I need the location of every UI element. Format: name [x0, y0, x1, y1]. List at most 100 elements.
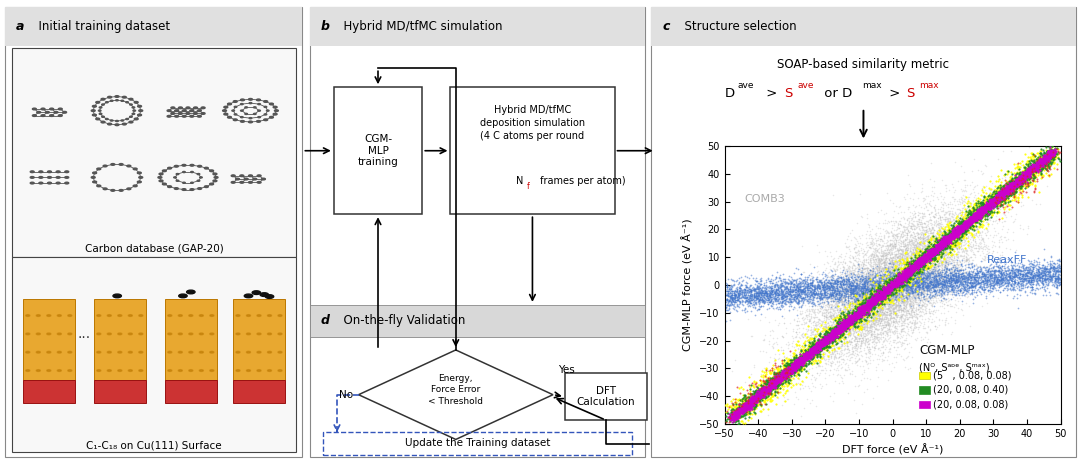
Point [886, 276, 903, 284]
Point [1020, 143, 1037, 151]
Point [892, 329, 909, 336]
Point [778, 353, 795, 360]
Point [962, 242, 980, 250]
Point [999, 273, 1016, 280]
Point [752, 372, 769, 380]
Point [822, 353, 839, 360]
Point [928, 283, 945, 291]
Point [915, 301, 932, 309]
Point [890, 265, 907, 273]
Point [913, 256, 930, 264]
Point [908, 279, 926, 286]
Point [863, 288, 880, 295]
Point [923, 265, 941, 273]
Point [835, 294, 852, 301]
Point [1020, 169, 1037, 177]
Point [812, 340, 829, 348]
Point [850, 315, 867, 323]
Point [866, 297, 883, 304]
Point [956, 230, 973, 237]
Point [890, 286, 907, 294]
Point [812, 276, 829, 284]
Point [942, 278, 959, 286]
Point [827, 330, 845, 337]
Point [731, 414, 748, 422]
Point [982, 283, 999, 291]
Point [802, 351, 820, 359]
Point [878, 189, 895, 197]
Point [881, 282, 899, 290]
Point [972, 203, 989, 211]
Point [978, 212, 996, 219]
Point [806, 336, 823, 344]
Point [940, 235, 957, 242]
Point [932, 244, 949, 252]
Point [885, 269, 902, 277]
Point [832, 277, 849, 284]
Point [905, 267, 922, 274]
Point [905, 273, 922, 281]
Point [960, 290, 977, 297]
Point [941, 282, 958, 290]
Point [865, 327, 882, 334]
Point [888, 274, 905, 281]
Point [881, 287, 899, 295]
Point [1015, 276, 1032, 283]
Circle shape [257, 351, 261, 353]
Point [835, 264, 852, 271]
Point [883, 255, 901, 263]
Point [877, 276, 894, 284]
Point [781, 295, 798, 303]
Point [913, 238, 930, 246]
Point [886, 250, 903, 258]
Point [758, 385, 775, 393]
Point [738, 282, 755, 290]
Point [855, 255, 873, 262]
Point [864, 281, 881, 288]
Point [1017, 168, 1035, 175]
Point [1015, 174, 1032, 181]
Point [1034, 155, 1051, 163]
Point [1007, 266, 1024, 274]
Point [919, 242, 936, 250]
Point [727, 415, 744, 422]
Point [895, 271, 913, 278]
Point [848, 292, 865, 300]
Point [932, 238, 949, 245]
Point [1038, 156, 1055, 164]
Point [883, 258, 901, 266]
Point [805, 287, 822, 294]
Point [818, 311, 835, 318]
Point [1016, 165, 1034, 172]
Point [899, 271, 916, 279]
Point [1000, 185, 1017, 193]
Point [880, 270, 897, 278]
Point [780, 378, 797, 385]
Point [813, 279, 831, 286]
Point [744, 393, 761, 400]
Point [923, 249, 941, 256]
Point [955, 208, 972, 215]
Point [926, 242, 943, 250]
Point [829, 321, 847, 329]
Point [759, 393, 777, 401]
Point [825, 327, 842, 335]
Point [843, 331, 861, 338]
Point [874, 284, 891, 291]
Point [993, 193, 1010, 201]
Point [882, 278, 900, 286]
Circle shape [97, 315, 100, 317]
Point [918, 280, 935, 287]
Point [972, 167, 989, 175]
Point [894, 248, 912, 255]
Point [1010, 177, 1027, 185]
Point [885, 270, 902, 277]
Point [770, 377, 787, 384]
Point [971, 288, 988, 296]
Point [865, 295, 882, 303]
Point [964, 216, 982, 224]
Point [783, 365, 800, 373]
Point [912, 286, 929, 294]
Point [869, 284, 887, 291]
Point [933, 238, 950, 245]
